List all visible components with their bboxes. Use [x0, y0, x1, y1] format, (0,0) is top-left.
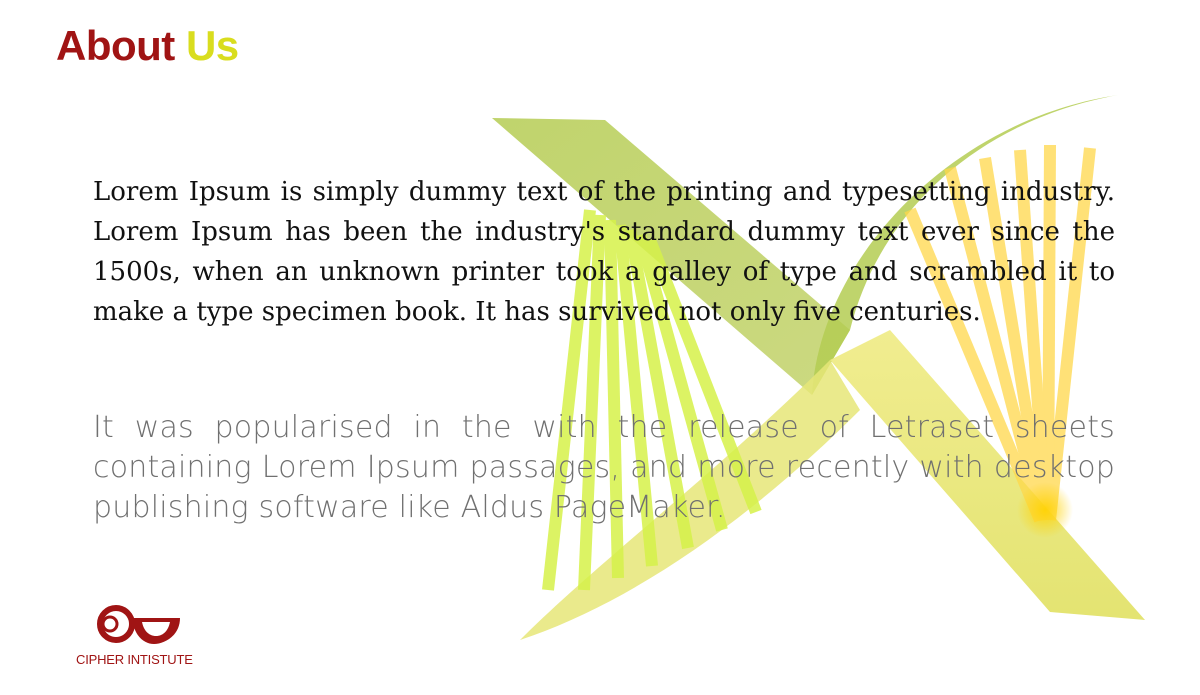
logo-text: CIPHER INTISTUTE: [76, 652, 193, 667]
intro-paragraph: Lorem Ipsum is simply dummy text of the …: [93, 177, 1115, 327]
cipher-logo: CIPHER INTISTUTE: [76, 600, 206, 672]
secondary-paragraph: It was popularised in the with the relea…: [93, 410, 1115, 525]
cipher-logo-icon: [97, 605, 180, 644]
title-word-about: About: [56, 22, 175, 69]
title-word-us: Us: [185, 22, 239, 69]
page-title: About Us: [56, 20, 239, 72]
